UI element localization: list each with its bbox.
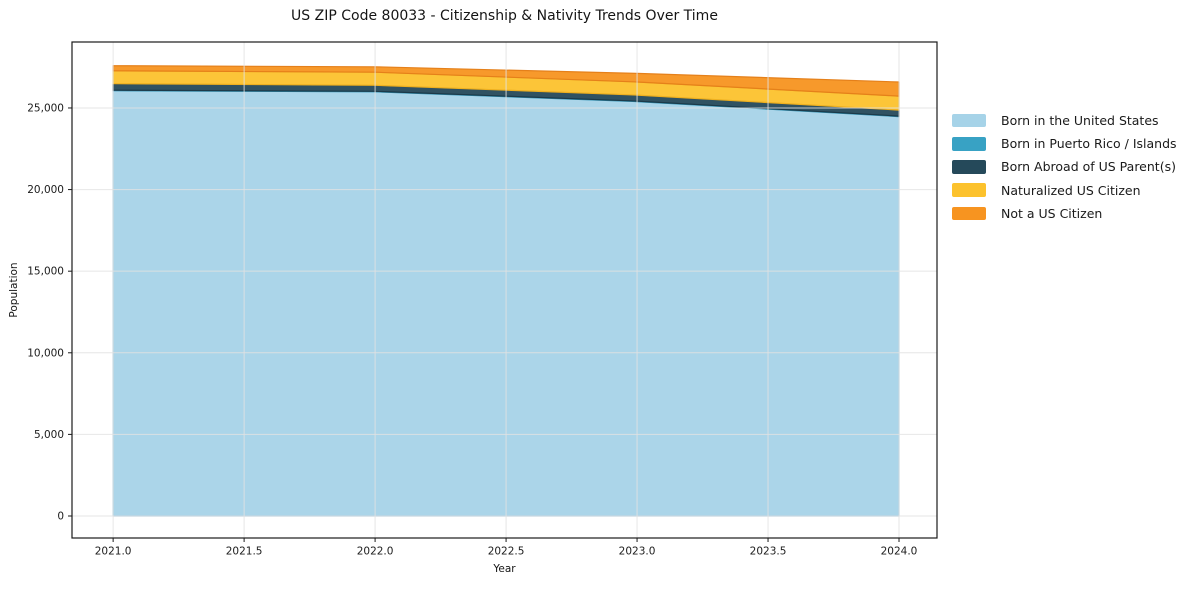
legend-label: Born in the United States [1001,113,1159,129]
legend-label: Born in Puerto Rico / Islands [1001,136,1177,152]
legend-item: Naturalized US Citizen [952,179,1177,202]
x-tick-label: 2021.0 [95,546,132,558]
chart-title: US ZIP Code 80033 - Citizenship & Nativi… [291,8,718,24]
legend-item: Born in Puerto Rico / Islands [952,132,1177,155]
legend-item: Born in the United States [952,109,1177,132]
y-axis-label: Population [8,262,20,318]
y-tick-label: 15,000 [27,266,64,278]
legend-swatch-icon [952,160,986,174]
legend-label: Not a US Citizen [1001,205,1103,221]
x-tick-label: 2023.5 [750,546,787,558]
y-tick-label: 5,000 [34,429,64,441]
y-tick-label: 0 [57,510,64,522]
x-axis-label: Year [493,563,516,575]
x-tick-label: 2022.5 [488,546,525,558]
legend-swatch-icon [952,113,986,128]
legend-swatch-icon [952,137,986,151]
x-tick-label: 2024.0 [881,546,918,558]
y-tick-label: 25,000 [27,102,64,114]
x-tick-label: 2021.5 [226,546,263,558]
plot-border [71,41,938,539]
legend-label: Born Abroad of US Parent(s) [1001,159,1176,175]
y-tick-label: 20,000 [27,184,64,196]
legend-item: Born Abroad of US Parent(s) [952,155,1177,178]
legend-label: Naturalized US Citizen [1001,182,1141,198]
x-tick-label: 2022.0 [357,546,394,558]
y-tick-label: 10,000 [27,347,64,359]
legend-swatch-icon [952,183,986,197]
legend-swatch-icon [952,206,986,221]
legend-item: Not a US Citizen [952,202,1177,225]
legend: Born in the United States Born in Puerto … [952,109,1177,225]
x-tick-label: 2023.0 [619,546,656,558]
